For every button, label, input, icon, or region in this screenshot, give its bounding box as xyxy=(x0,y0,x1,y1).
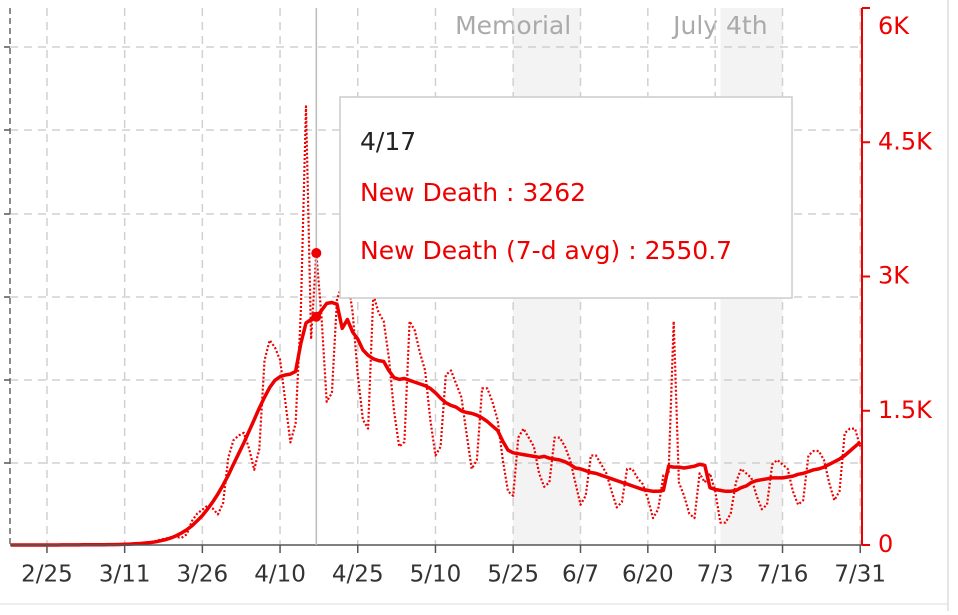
tooltip-box xyxy=(339,96,793,299)
tooltip-separator: : xyxy=(498,178,522,207)
x-tick-label: 3/11 xyxy=(99,562,151,588)
hover-point xyxy=(311,248,322,259)
axes: 2/25 3/11 3/26 4/10 4/25 5/10 5/25 6/7 6/20 7/3 7/… xyxy=(4,7,933,588)
x-tick-label: 4/25 xyxy=(332,562,384,588)
x-tick-label: 5/10 xyxy=(410,562,462,588)
y-tick-label: 6K xyxy=(878,12,910,40)
x-tick-label: 6/20 xyxy=(622,562,674,588)
x-tick-label: 7/31 xyxy=(834,562,886,588)
tooltip-separator: : xyxy=(620,236,644,265)
shaded-period-label: July 4th xyxy=(671,11,767,40)
x-tick-label: 4/10 xyxy=(254,562,306,588)
y-tick-label: 4.5K xyxy=(878,127,933,155)
x-tick-label: 2/25 xyxy=(21,562,73,588)
tooltip-title: 4/17 xyxy=(360,127,416,156)
x-tick-label: 6/7 xyxy=(562,562,599,588)
x-tick-label: 7/16 xyxy=(757,562,809,588)
tooltip-entry: New Death : 3262 xyxy=(360,178,586,207)
y-tick-label: 3K xyxy=(878,262,910,290)
y-tick-label: 1.5K xyxy=(878,396,933,424)
tooltip-value: 2550.7 xyxy=(645,236,732,265)
x-tick-label: 5/25 xyxy=(487,562,539,588)
series-line xyxy=(10,300,862,547)
tooltip-series-name: New Death xyxy=(360,178,498,207)
tooltip: 4/17 New Death : 3262 New Death (7-d avg) … xyxy=(311,8,793,545)
x-tick-label: 3/26 xyxy=(177,562,229,588)
plot xyxy=(10,105,862,547)
y-tick-label: 0 xyxy=(878,530,893,558)
tooltip-value: 3262 xyxy=(522,178,586,207)
tooltip-series-name: New Death (7-d avg) xyxy=(360,236,620,265)
hover-point xyxy=(311,311,322,322)
x-tick-label: 7/3 xyxy=(697,562,734,588)
tooltip-entry: New Death (7-d avg) : 2550.7 xyxy=(360,236,732,265)
